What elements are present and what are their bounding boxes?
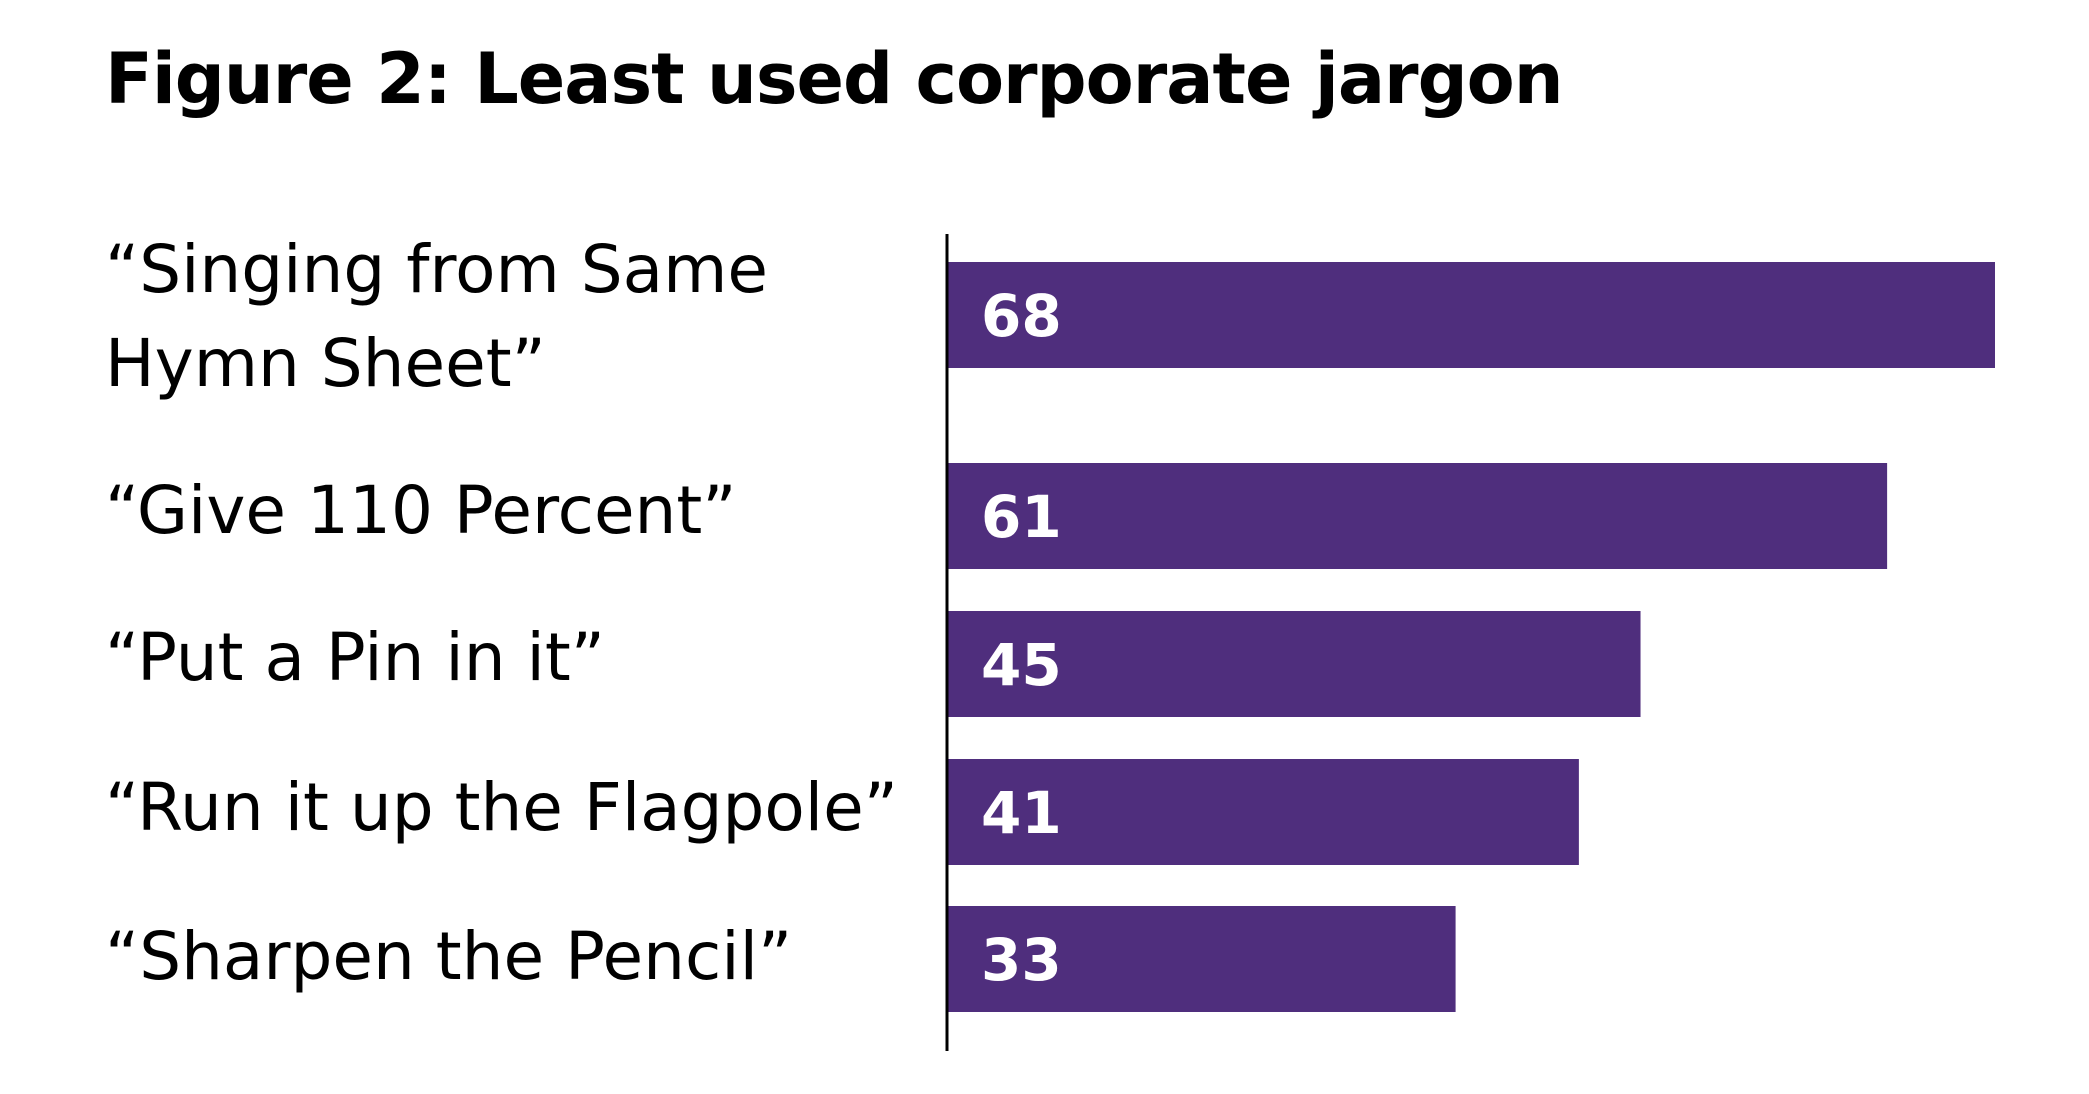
data-label: 61 — [981, 483, 1062, 551]
data-label: 45 — [981, 631, 1062, 699]
chart-title: Figure 2: Least used corporate jargon — [105, 38, 1564, 120]
category-label: “Give 110 Percent” — [105, 472, 736, 549]
category-label: “Sharpen the Pencil” — [105, 918, 792, 995]
bar — [947, 463, 1888, 569]
category-label: Hymn Sheet” — [105, 325, 546, 402]
bar — [947, 611, 1641, 717]
bar — [947, 759, 1579, 865]
data-label: 68 — [981, 282, 1062, 350]
category-label: “Run it up the Flagpole” — [105, 769, 898, 846]
category-label: “Put a Pin in it” — [105, 619, 605, 696]
bar — [947, 262, 1995, 368]
data-label: 33 — [981, 926, 1062, 994]
bar — [947, 906, 1456, 1012]
data-label: 41 — [981, 779, 1062, 847]
category-label: “Singing from Same — [105, 231, 768, 308]
